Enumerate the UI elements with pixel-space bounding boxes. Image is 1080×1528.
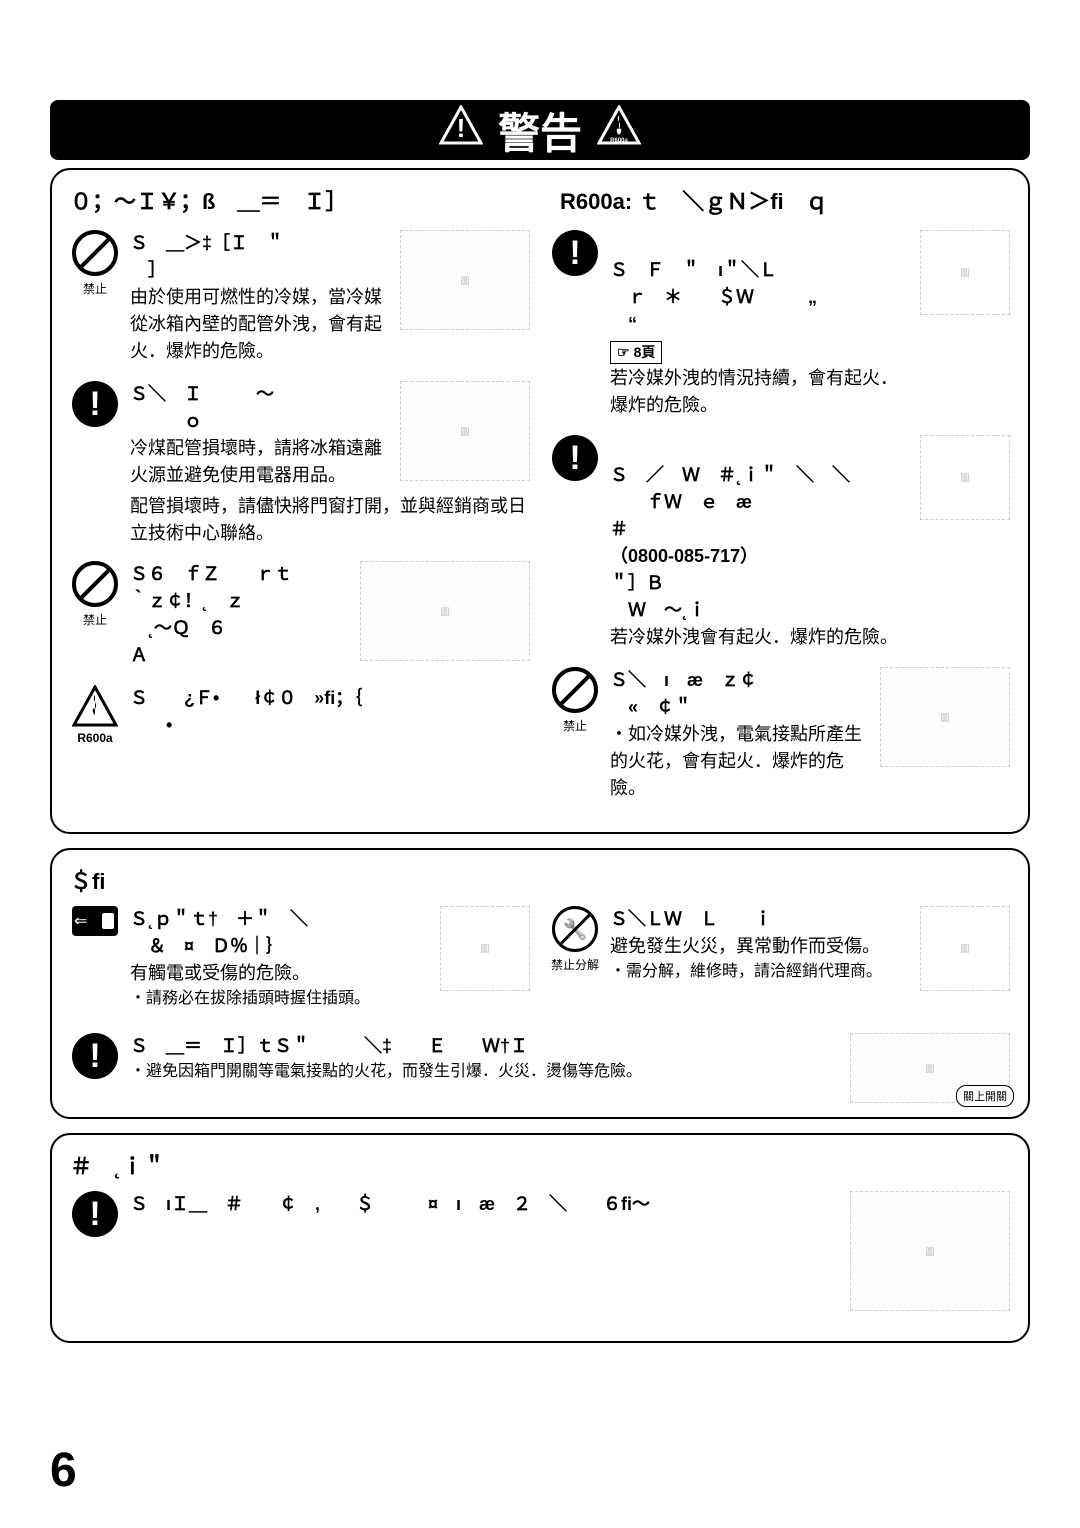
icon-label: 禁止 <box>83 280 107 297</box>
item-body: 避免發生火災，異常動作而受傷。 <box>610 933 910 960</box>
prohibit-icon <box>72 561 118 607</box>
icon-label: 禁止 <box>563 717 587 734</box>
illustration: 圖 <box>360 561 530 661</box>
mandatory-icon <box>552 230 598 276</box>
icon-label: R600a <box>77 731 112 745</box>
unplug-icon <box>72 906 118 936</box>
section-refrigerant: ０；～Ｉ￥；ß ＿＝ Ｉ］ R600a: ｔ ＼ｇＮ＞ﬁ ｑ 禁止 Ｓ ＿＞‡［… <box>50 168 1030 834</box>
prohibit-icon <box>552 667 598 713</box>
section-electrical: ＄ﬁ Ｓ˛ｐ＂ｔ† ＋＂ ＼ ＆ ¤ Ｄ％｜｝ 有觸電或受傷的危險。 ・請務必在… <box>50 848 1030 1119</box>
item-heading: Ｓ ＿＞‡［Ｉ ＂ ］ <box>130 230 390 284</box>
icon-label: 禁止分解 <box>551 956 599 973</box>
warning-item: Ｓ ／ Ｗ ＃˛ｉ＂ ＼ ＼ ｆＷ ｅ æ ＃ （0800-085-717） ＂… <box>550 435 1010 651</box>
warning-item: Ｓ ıＩ＿ ＃ ￠ , ＄ ¤ ı æ ２ ＼ ６ﬁ～ 圖 <box>70 1191 1010 1311</box>
section1-right-title: ｔ ＼ｇＮ＞ﬁ ｑ <box>638 189 827 214</box>
warning-item-full: Ｓ ＿＝ Ｉ］ｔＳ＂ ＼‡ Ｅ Ｗ†Ｉ ・避免因箱門開關等電氣接點的火花，而發生… <box>70 1033 1010 1103</box>
prohibit-icon <box>72 230 118 276</box>
warning-header: ! 警告 R600a <box>50 100 1030 160</box>
page-number: 6 <box>50 1443 77 1498</box>
item-body: 若冷媒外洩的情況持續，會有起火．爆炸的危險。 <box>610 365 910 419</box>
warning-item: 禁止 Ｓ６ ｆＺ ｒｔ ｀ｚ￠！˛ ｚ ˛～Ｑ ６ Ａ 圖 <box>70 561 530 669</box>
section1-left-title: ０；～Ｉ￥；ß ＿＝ Ｉ］ <box>70 184 520 216</box>
illustration: 圖 <box>920 906 1010 991</box>
item-heading: Ｓ ¿Ｆ• ł￠０ »ﬁ；｛ • <box>130 685 530 739</box>
illustration: 圖 <box>920 435 1010 520</box>
section2-title: ＄ﬁ <box>70 864 1010 896</box>
item-body: 若冷媒外洩會有起火．爆炸的危險。 <box>610 624 910 651</box>
item-body: 有觸電或受傷的危險。 <box>130 960 430 987</box>
callout-label: 關上開關 <box>956 1085 1014 1107</box>
warning-item: Ｓ＼ Ｉ ～ ｏ 冷煤配管損壞時，請將冰箱遠離火源並避免使用電器用品。 圖 <box>70 381 530 489</box>
illustration: 圖 <box>400 230 530 330</box>
svg-text:R600a: R600a <box>610 138 628 144</box>
item-heading: Ｓ ıＩ＿ ＃ ￠ , ＄ ¤ ı æ ２ ＼ ６ﬁ～ <box>130 1191 840 1218</box>
warning-item: 禁止 Ｓ＼ ı æ ｚ￠ « ￠＂ ・如冷媒外洩，電氣接點所產生的火花，會有起火… <box>550 667 1010 802</box>
phone-number: （0800-085-717） <box>610 546 758 566</box>
mandatory-icon <box>552 435 598 481</box>
illustration: 圖 <box>400 381 530 481</box>
illustration: 圖 <box>850 1191 1010 1311</box>
item-heading: Ｓ ＿＝ Ｉ］ｔＳ＂ ＼‡ Ｅ Ｗ†Ｉ <box>130 1033 840 1060</box>
warning-item: 禁止分解 Ｓ＼ＬＷ Ｌ ｉ 避免發生火災，異常動作而受傷。 ・需分解，維修時，請… <box>550 906 1010 991</box>
item-heading: Ｓ６ ｆＺ ｒｔ ｀ｚ￠！˛ ｚ ˛～Ｑ ６ Ａ <box>130 561 350 669</box>
illustration: 圖 <box>440 906 530 991</box>
item-body: 由於使用可燃性的冷媒，當冷媒從冰箱內壁的配管外洩，會有起火．爆炸的危險。 <box>130 284 390 365</box>
item-heading: Ｓ＼ＬＷ Ｌ ｉ <box>610 906 910 933</box>
icon-label: 禁止 <box>83 611 107 628</box>
item-sub: ・避免因箱門開關等電氣接點的火花，而發生引爆．火災．燙傷等危險。 <box>130 1060 840 1084</box>
warning-triangle-icon: ! <box>439 105 483 155</box>
mandatory-icon <box>72 381 118 427</box>
illustration: 圖 <box>920 230 1010 315</box>
no-disassemble-icon <box>552 906 598 952</box>
warning-item: Ｓ Ｆ ＂ ı＂＼Ｌ ｒ ＊ ＄Ｗ „ “ ☞ 8頁 若冷媒外洩的情況持續，會有… <box>550 230 1010 419</box>
warning-item: R600a Ｓ ¿Ｆ• ł￠０ »ﬁ；｛ • <box>70 685 530 745</box>
warning-item: 禁止 Ｓ ＿＞‡［Ｉ ＂ ］ 由於使用可燃性的冷媒，當冷媒從冰箱內壁的配管外洩，… <box>70 230 530 365</box>
refrigerant-code: R600a: <box>560 189 632 214</box>
item-heading: Ｓ Ｆ ＂ ı＂＼Ｌ ｒ ＊ ＄Ｗ „ “ <box>610 260 817 334</box>
section3-title: ＃ ˛ｉ＂ <box>70 1149 1010 1181</box>
item-heading: Ｓ＼ ı æ ｚ￠ « ￠＂ <box>610 667 870 721</box>
item-body-extra: 配管損壞時，請儘快將門窗打開，並與經銷商或日立技術中心聯絡。 <box>130 493 530 547</box>
item-heading: Ｓ＼ Ｉ ～ ｏ <box>130 381 390 435</box>
item-heading: Ｓ˛ｐ＂ｔ† ＋＂ ＼ ＆ ¤ Ｄ％｜｝ <box>130 906 430 960</box>
page-reference: ☞ 8頁 <box>610 341 662 364</box>
item-sub: ・請務必在拔除插頭時握住插頭。 <box>130 987 430 1011</box>
item-heading: Ｓ ／ Ｗ ＃˛ｉ＂ ＼ ＼ ｆＷ ｅ æ ＃ <box>610 465 850 539</box>
fire-warning-icon: R600a <box>597 105 641 155</box>
warning-item: Ｓ˛ｐ＂ｔ† ＋＂ ＼ ＆ ¤ Ｄ％｜｝ 有觸電或受傷的危險。 ・請務必在拔除插… <box>70 906 530 1011</box>
mandatory-icon <box>72 1191 118 1237</box>
item-heading-2: ＂］Ｂ Ｗ ～˛ｉ <box>610 573 706 620</box>
warning-title: 警告 <box>498 100 582 161</box>
illustration: 圖 <box>880 667 1010 767</box>
item-body: 冷煤配管損壞時，請將冰箱遠離火源並避免使用電器用品。 <box>130 435 390 489</box>
section-disposal: ＃ ˛ｉ＂ Ｓ ıＩ＿ ＃ ￠ , ＄ ¤ ı æ ２ ＼ ６ﬁ～ 圖 <box>50 1133 1030 1343</box>
item-sub: ・需分解，維修時，請洽經銷代理商。 <box>610 960 910 984</box>
mandatory-icon <box>72 1033 118 1079</box>
svg-text:!: ! <box>457 113 466 143</box>
item-body: ・如冷媒外洩，電氣接點所產生的火花，會有起火．爆炸的危險。 <box>610 721 870 802</box>
fire-icon <box>72 685 118 727</box>
